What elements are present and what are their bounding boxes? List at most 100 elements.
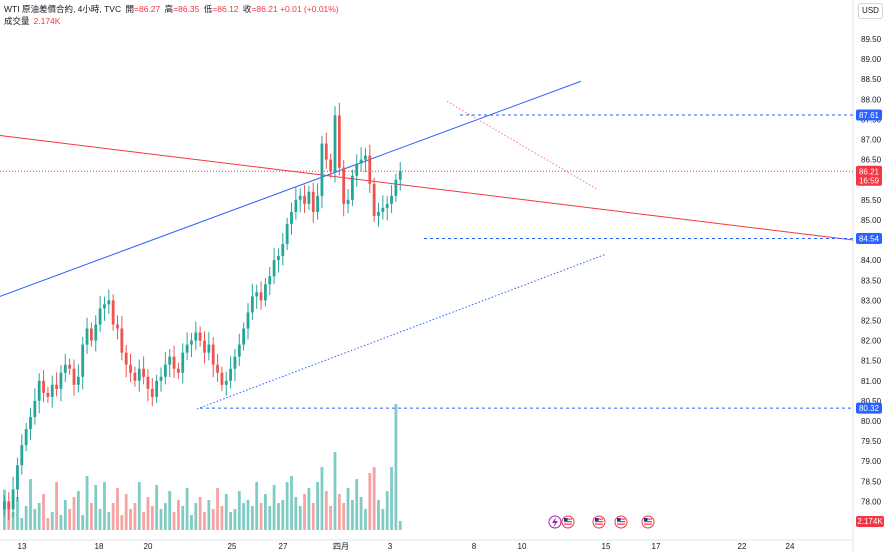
- candle-body: [355, 163, 359, 176]
- volume-bar: [359, 497, 363, 530]
- price-badge-label: 80.32: [859, 404, 880, 413]
- candle-body: [250, 296, 254, 313]
- price-badge-label: 87.61: [859, 111, 880, 120]
- volume-bar: [381, 509, 385, 530]
- low-value: =86.12: [212, 4, 239, 14]
- volume-bar: [124, 494, 128, 530]
- candle-body: [107, 300, 111, 305]
- candle-body: [203, 340, 206, 353]
- volume-bar: [303, 494, 306, 530]
- candle-body: [133, 372, 137, 381]
- volume-bar: [146, 497, 150, 530]
- candle-body: [281, 244, 285, 257]
- y-tick-label: 87.00: [861, 136, 882, 145]
- countdown-label: 16:59: [859, 176, 880, 185]
- volume-bar: [190, 515, 193, 530]
- us-flag-event-icon[interactable]: [592, 515, 606, 529]
- volume-bar: [16, 497, 19, 530]
- x-tick-label: 24: [786, 542, 795, 551]
- price-badge: [856, 232, 882, 244]
- volume-bar: [37, 503, 41, 530]
- volume-bar: [59, 515, 63, 530]
- volume-bar: [320, 467, 324, 530]
- candle-body: [20, 445, 24, 466]
- price-badge-label: 86.21: [859, 167, 880, 176]
- volume-bar: [372, 467, 376, 530]
- volume-bar: [137, 482, 141, 530]
- volume-label: 成交量: [4, 16, 30, 26]
- volume-bar: [155, 485, 159, 530]
- candle-body: [29, 416, 32, 430]
- candle-body: [3, 501, 6, 510]
- x-tick-label: 27: [279, 542, 288, 551]
- volume-bar: [116, 488, 119, 530]
- symbol-title[interactable]: WTI 原油差價合約, 4小時, TVC: [4, 4, 122, 14]
- candle-body: [346, 199, 350, 204]
- volume-bar: [272, 485, 276, 530]
- volume-bar: [385, 491, 389, 530]
- candle-body: [124, 352, 128, 365]
- candle-body: [333, 115, 337, 172]
- candle-body: [24, 429, 28, 446]
- x-tick-label: 22: [738, 542, 747, 551]
- candle-body: [46, 392, 50, 397]
- volume-bar: [268, 506, 272, 530]
- volume-badge-label: 2.174K: [857, 517, 883, 526]
- candle-body: [337, 115, 341, 168]
- candle-body: [163, 364, 167, 377]
- candle-body: [242, 328, 246, 345]
- currency-button[interactable]: USD: [858, 3, 883, 19]
- volume-bar: [324, 491, 328, 530]
- volume-bar: [72, 497, 76, 530]
- candle-body: [307, 191, 311, 204]
- volume-bar: [181, 506, 185, 530]
- y-tick-label: 82.50: [861, 316, 882, 325]
- candle-body: [368, 155, 372, 184]
- volume-bar: [294, 497, 298, 530]
- volume-bar: [133, 503, 137, 530]
- high-label: 高: [164, 4, 174, 14]
- us-flag-event-icon[interactable]: [641, 515, 655, 529]
- candle-body: [129, 364, 132, 373]
- volume-bar: [29, 479, 32, 530]
- candle-body: [111, 300, 115, 325]
- volume-bar: [11, 512, 15, 530]
- volume-bar: [237, 491, 241, 530]
- x-tick-label: 25: [228, 542, 237, 551]
- us-flag-event-icon[interactable]: [561, 515, 575, 529]
- candle-body: [298, 195, 302, 200]
- y-tick-label: 80.50: [861, 397, 882, 406]
- trend-line-lower-dotted[interactable]: [196, 253, 607, 410]
- y-tick-label: 78.00: [861, 497, 882, 506]
- volume-legend: 成交量 2.174K: [4, 15, 60, 27]
- price-badge: [856, 165, 882, 186]
- volume-bar: [346, 488, 350, 530]
- candle-body: [85, 328, 89, 345]
- candle-body: [33, 400, 37, 417]
- candle-body: [324, 143, 328, 160]
- close-value: =86.21: [251, 4, 278, 14]
- candle-body: [37, 380, 41, 401]
- volume-bar: [85, 476, 89, 530]
- trend-line-red[interactable]: [0, 135, 854, 241]
- candle-body: [394, 179, 398, 196]
- candle-body: [150, 388, 154, 397]
- volume-bar: [20, 518, 24, 530]
- candle-body: [259, 292, 263, 301]
- trend-line-red-dotted[interactable]: [446, 100, 599, 191]
- x-tick-label: 3: [388, 542, 393, 551]
- y-tick-label: 85.00: [861, 216, 882, 225]
- us-flag-event-icon[interactable]: [614, 515, 628, 529]
- trend-line-upper[interactable]: [0, 80, 582, 297]
- volume-bar: [177, 500, 180, 530]
- candle-body: [277, 256, 280, 261]
- volume-bar: [233, 509, 237, 530]
- y-tick-label: 89.00: [861, 55, 882, 64]
- candle-body: [7, 501, 11, 510]
- candle-body: [237, 344, 241, 357]
- y-tick-label: 85.50: [861, 196, 882, 205]
- candle-body: [42, 380, 45, 393]
- volume-bar: [316, 482, 319, 530]
- change-value: +0.01 (+0.01%): [280, 4, 339, 14]
